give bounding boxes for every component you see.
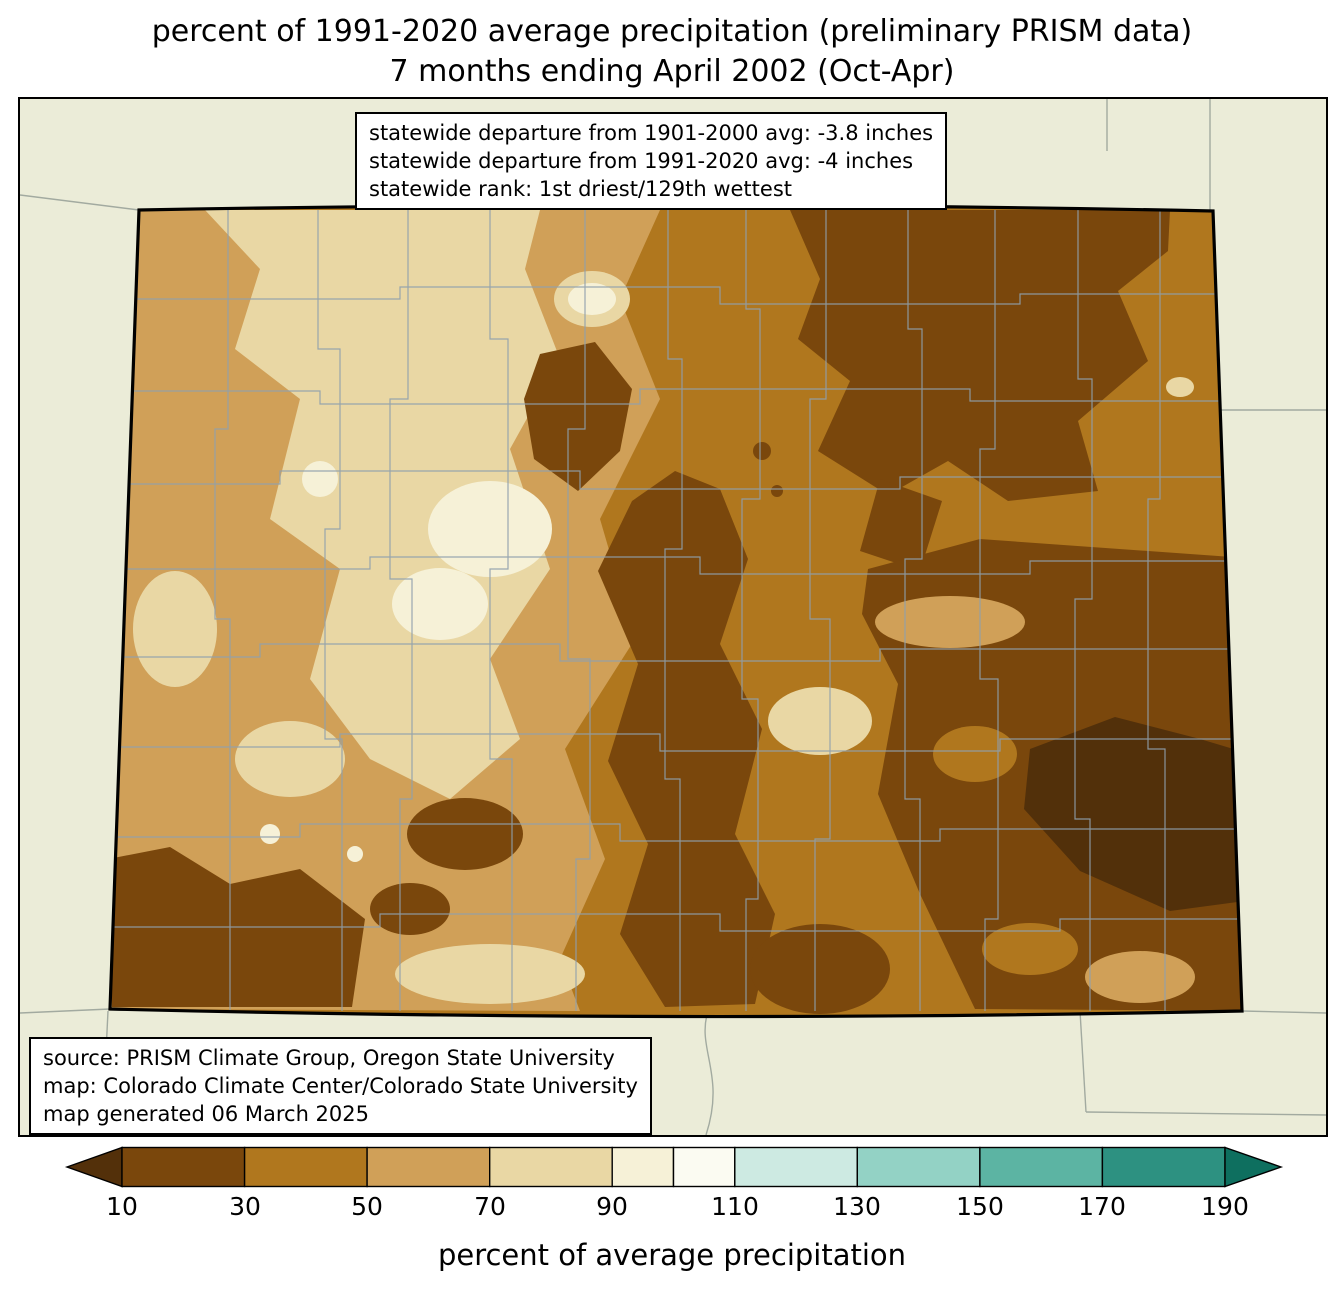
colorbar-label: percent of average precipitation <box>437 1238 907 1272</box>
source-line-2: map: Colorado Climate Center/Colorado St… <box>43 1074 638 1098</box>
colorbar-tick-30: 30 <box>229 1192 261 1221</box>
colorbar-arrow-high <box>1224 1146 1284 1188</box>
colorbar: 10 30 50 70 90 110 130 150 170 190 perce… <box>0 1140 1344 1299</box>
colorbar-tick-50: 50 <box>351 1192 383 1221</box>
source-attribution-box: source: PRISM Climate Group, Oregon Stat… <box>29 1037 652 1135</box>
colorbar-segment <box>734 1146 858 1188</box>
colorbar-tick-10: 10 <box>106 1192 138 1221</box>
stats-line-3: statewide rank: 1st driest/129th wettest <box>369 177 792 201</box>
colorbar-segment <box>121 1146 246 1188</box>
colorbar-segment <box>672 1146 736 1188</box>
colorbar-segment <box>1101 1146 1226 1188</box>
colorbar-tick-70: 70 <box>474 1192 506 1221</box>
colorado-precipitation-map <box>20 99 1326 1135</box>
source-line-1: source: PRISM Climate Group, Oregon Stat… <box>43 1046 615 1070</box>
colorbar-tick-190: 190 <box>1201 1192 1249 1221</box>
colorbar-segment <box>856 1146 981 1188</box>
county-lines <box>110 210 1242 1011</box>
colorbar-segment <box>611 1146 675 1188</box>
colorbar-arrow-low <box>64 1146 123 1188</box>
stats-line-1: statewide departure from 1901-2000 avg: … <box>369 121 934 145</box>
colorbar-segment <box>243 1146 368 1188</box>
colorbar-segment <box>979 1146 1104 1188</box>
colorbar-tick-110: 110 <box>711 1192 759 1221</box>
colorbar-segment <box>366 1146 491 1188</box>
colorbar-tick-150: 150 <box>956 1192 1004 1221</box>
map-frame: statewide departure from 1901-2000 avg: … <box>18 97 1328 1137</box>
colorbar-tick-170: 170 <box>1078 1192 1126 1221</box>
page-title-line1: percent of 1991-2020 average precipitati… <box>151 14 1193 49</box>
stats-line-2: statewide departure from 1991-2020 avg: … <box>369 149 914 173</box>
colorbar-segment <box>489 1146 613 1188</box>
statewide-stats-box: statewide departure from 1901-2000 avg: … <box>355 112 948 210</box>
colorbar-graphic <box>64 1146 1284 1188</box>
page-title-line2: 7 months ending April 2002 (Oct-Apr) <box>389 54 955 89</box>
colorbar-tick-90: 90 <box>596 1192 628 1221</box>
choropleth-fill <box>110 205 1242 1017</box>
source-line-3: map generated 06 March 2025 <box>43 1102 370 1126</box>
colorbar-tick-130: 130 <box>833 1192 881 1221</box>
